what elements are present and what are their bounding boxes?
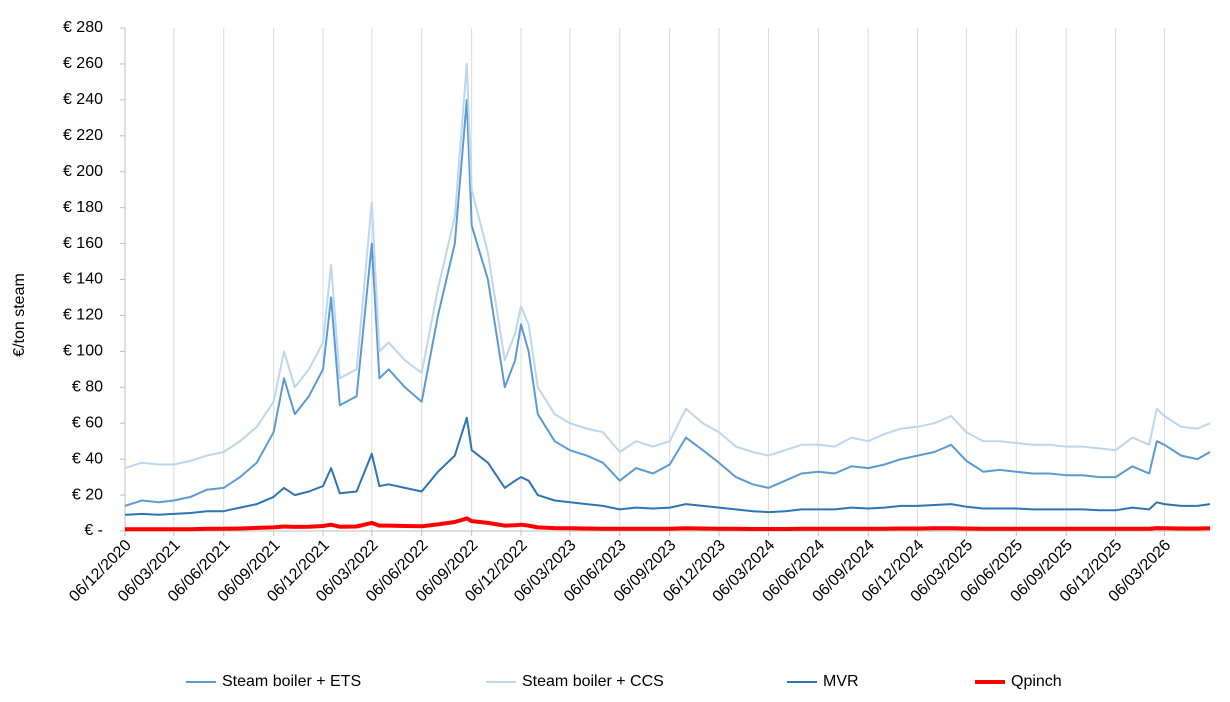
y-tick-label: € 160 <box>63 235 103 252</box>
y-tick-label: € 60 <box>72 414 103 431</box>
y-tick-label: € 120 <box>63 307 103 324</box>
y-tick-label: € 200 <box>63 163 103 180</box>
series-line <box>124 98 1211 507</box>
series-line <box>124 62 1211 470</box>
y-tick-label: € 260 <box>63 55 103 72</box>
y-tick-label: € 220 <box>63 127 103 144</box>
legend-label: Steam boiler + CCS <box>522 673 664 690</box>
legend-label: MVR <box>823 673 859 690</box>
y-tick-label: € 280 <box>63 19 103 36</box>
y-tick-label: € 20 <box>72 486 103 503</box>
legend-label: Qpinch <box>1011 673 1062 690</box>
legend-label: Steam boiler + ETS <box>222 673 361 690</box>
y-axis-label: €/ton steam <box>11 273 28 357</box>
y-tick-label: € 180 <box>63 199 103 216</box>
y-tick-label: € 100 <box>63 343 103 360</box>
y-tick-label: € 240 <box>63 91 103 108</box>
series-line <box>124 416 1211 516</box>
y-tick-label: € 140 <box>63 271 103 288</box>
y-tick-label: € 40 <box>72 450 103 467</box>
y-tick-label: € - <box>84 522 103 539</box>
y-tick-label: € 80 <box>72 379 103 396</box>
series-line <box>125 516 1211 532</box>
